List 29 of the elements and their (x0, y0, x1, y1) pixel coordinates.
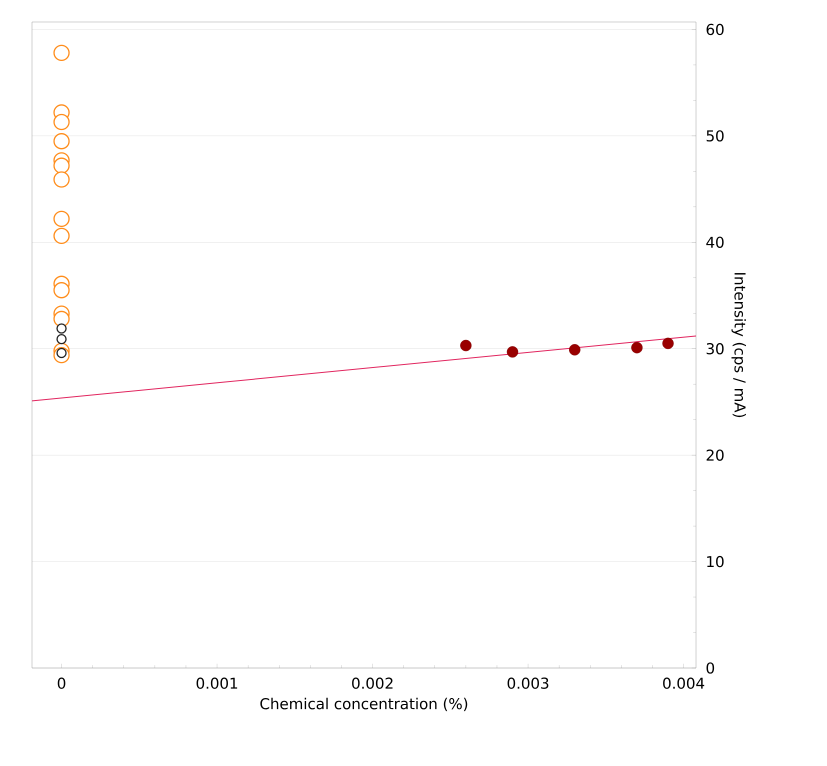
point (56, 334, 67, 344)
point (662, 338, 674, 350)
point (631, 342, 643, 354)
y-tick-label: 40 (706, 236, 724, 248)
x-tick-label: 0.003 (508, 678, 548, 689)
y-tick-label: 20 (706, 449, 724, 461)
point (56, 323, 67, 334)
y-tick-label: 0 (706, 662, 714, 674)
x-tick-label: 0.002 (352, 678, 393, 689)
point (53, 228, 70, 244)
point (53, 158, 70, 174)
x-axis-title: Chemical concentration (%) (260, 698, 468, 712)
x-tick-label: 0 (58, 678, 66, 689)
point (53, 171, 70, 188)
y-axis-title: Intensity (cps / mA) (731, 273, 746, 418)
point (569, 344, 580, 356)
y-tick-label: 60 (706, 24, 724, 36)
x-tick-label: 0.001 (196, 678, 238, 689)
point (53, 133, 70, 150)
point (53, 44, 70, 62)
point (53, 210, 70, 228)
y-tick-label: 30 (706, 343, 724, 354)
point (53, 282, 70, 298)
x-tick-label: 0.004 (663, 678, 704, 689)
point (53, 114, 70, 130)
y-tick-label: 50 (706, 130, 724, 142)
y-tick-label: 10 (707, 556, 724, 568)
point (460, 340, 472, 352)
point (506, 346, 518, 358)
